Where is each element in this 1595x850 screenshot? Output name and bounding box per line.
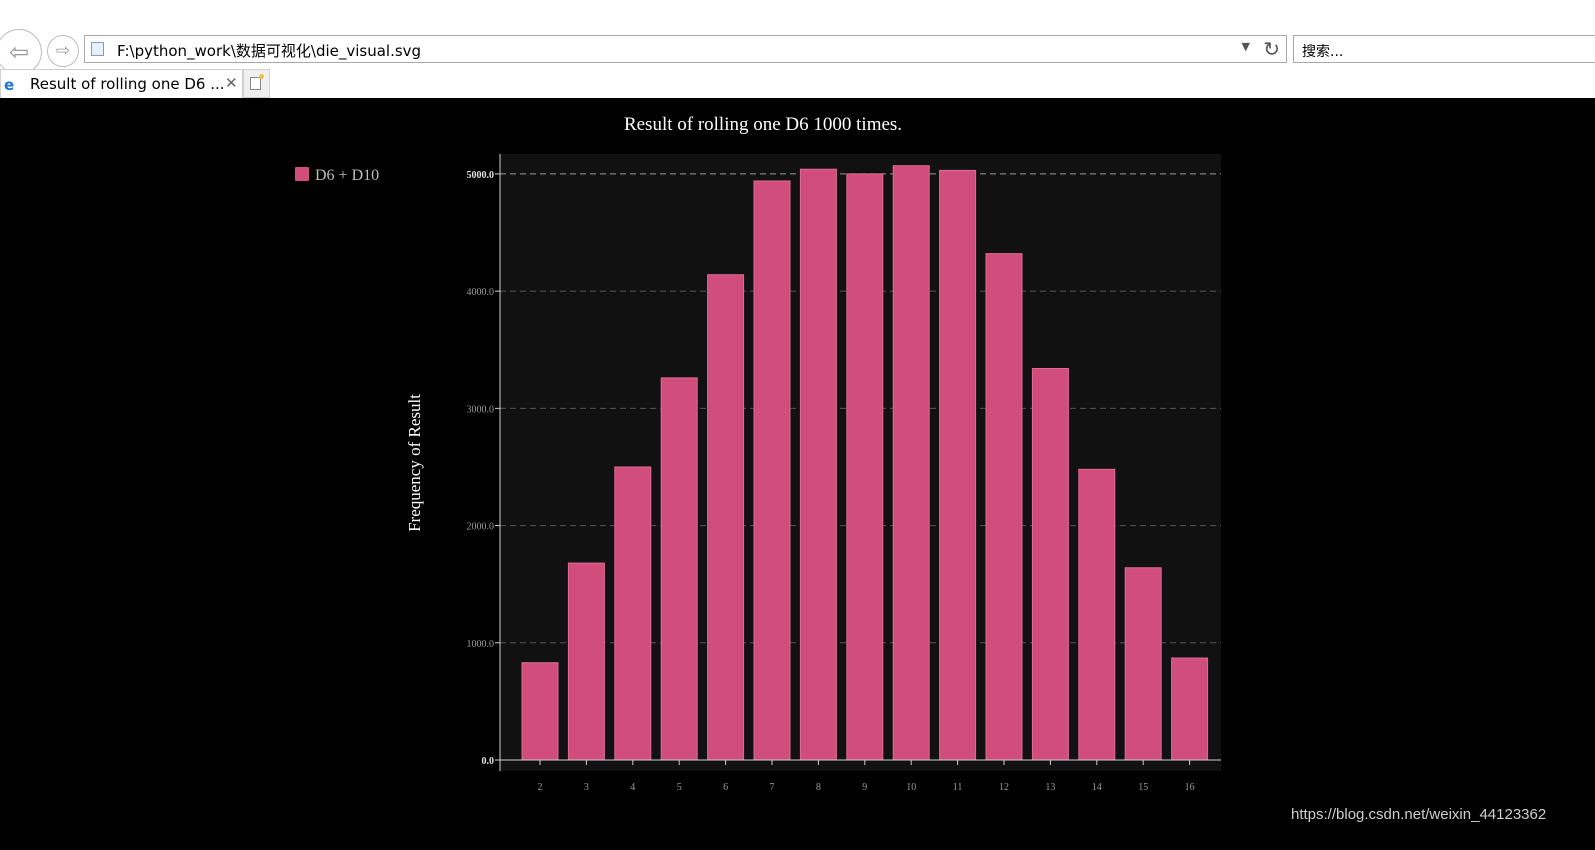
- x-tick-label: 12: [999, 782, 1009, 793]
- bar[interactable]: [1171, 657, 1209, 761]
- bar[interactable]: [985, 253, 1023, 761]
- legend-label: D6 + D10: [315, 167, 379, 184]
- ie-icon: e: [4, 76, 15, 94]
- back-button[interactable]: ⇦: [0, 29, 42, 75]
- bar[interactable]: [1078, 468, 1116, 761]
- y-tick-label: 4000.0: [467, 287, 495, 298]
- bar[interactable]: [567, 562, 605, 761]
- bar[interactable]: [1031, 368, 1069, 761]
- new-tab-button[interactable]: [243, 69, 270, 98]
- y-axis-title: Frequency of Result: [405, 394, 424, 532]
- dropdown-icon[interactable]: ▼: [1241, 40, 1250, 53]
- x-tick-label: 8: [816, 782, 821, 793]
- forward-button[interactable]: ⇨: [47, 35, 79, 67]
- bar[interactable]: [799, 168, 837, 761]
- x-tick-label: 9: [862, 782, 867, 793]
- y-ticks: 0.0 1000.0 2000.0 3000.0 4000.0 5000.0: [467, 170, 500, 767]
- bars: [521, 165, 1209, 761]
- bar[interactable]: [521, 662, 559, 761]
- x-tick-label: 10: [906, 782, 916, 793]
- x-tick-label: 16: [1185, 782, 1195, 793]
- y-tick-label: 1000.0: [467, 639, 495, 650]
- bar[interactable]: [707, 274, 745, 761]
- back-arrow-icon: ⇦: [8, 38, 30, 66]
- y-tick-label: 3000.0: [467, 404, 495, 415]
- bar[interactable]: [892, 165, 930, 761]
- browser-chrome: ⇦ ⇨ F:\python_work\数据可视化\die_visual.svg …: [0, 0, 1595, 98]
- bar[interactable]: [753, 180, 791, 761]
- x-tick-label: 7: [770, 782, 775, 793]
- x-tick-label: 5: [677, 782, 682, 793]
- legend: D6 + D10: [295, 167, 379, 184]
- chart: Result of rolling one D6 1000 times. D6 …: [0, 98, 1595, 850]
- address-url[interactable]: F:\python_work\数据可视化\die_visual.svg: [117, 42, 422, 60]
- watermark: https://blog.csdn.net/weixin_44123362: [1291, 806, 1547, 823]
- legend-swatch[interactable]: [295, 167, 309, 181]
- x-ticks: 2 3 4 5 6 7 8 9 10 11 12 13 14 15 16: [538, 760, 1195, 793]
- y-tick-label: 0.0: [482, 756, 495, 767]
- x-tick-label: 15: [1138, 782, 1148, 793]
- bar[interactable]: [1124, 567, 1162, 761]
- new-tab-icon: [250, 74, 264, 90]
- y-tick-label: 5000.0: [467, 170, 495, 181]
- chart-title: Result of rolling one D6 1000 times.: [624, 114, 902, 135]
- bar[interactable]: [614, 466, 652, 761]
- forward-arrow-icon: ⇨: [55, 41, 71, 61]
- x-tick-label: 4: [630, 782, 635, 793]
- y-tick-label: 2000.0: [467, 522, 495, 533]
- address-bar[interactable]: F:\python_work\数据可视化\die_visual.svg ▼ ↻: [84, 35, 1287, 63]
- x-tick-label: 11: [953, 782, 963, 793]
- browser-tab[interactable]: e Result of rolling one D6 ... ✕: [0, 69, 243, 98]
- close-icon[interactable]: ✕: [225, 74, 238, 92]
- bar[interactable]: [846, 173, 884, 761]
- search-box[interactable]: 搜索...: [1293, 35, 1595, 63]
- refresh-icon[interactable]: ↻: [1263, 37, 1280, 61]
- tab-title: Result of rolling one D6 ...: [30, 75, 225, 93]
- x-tick-label: 2: [538, 782, 543, 793]
- page-icon: [91, 42, 104, 56]
- x-tick-label: 3: [584, 782, 589, 793]
- search-placeholder[interactable]: 搜索...: [1302, 44, 1344, 60]
- x-tick-label: 14: [1092, 782, 1102, 793]
- bar[interactable]: [939, 169, 977, 761]
- x-tick-label: 13: [1045, 782, 1055, 793]
- bar[interactable]: [660, 377, 698, 761]
- x-tick-label: 6: [723, 782, 728, 793]
